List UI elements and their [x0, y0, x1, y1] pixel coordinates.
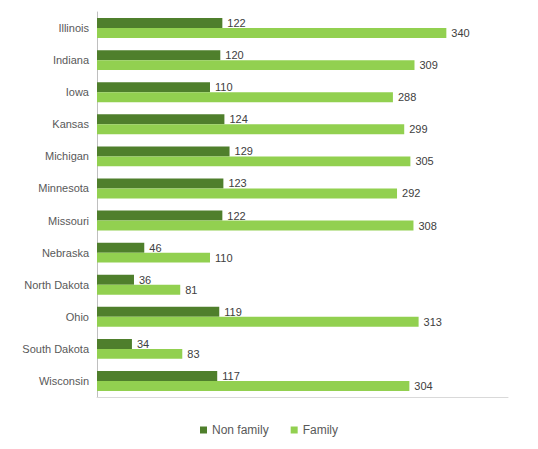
- svg-text:36: 36: [139, 274, 151, 286]
- svg-text:123: 123: [228, 177, 246, 189]
- svg-text:124: 124: [229, 113, 247, 125]
- svg-text:46: 46: [149, 242, 161, 254]
- svg-text:Kansas: Kansas: [52, 118, 89, 130]
- svg-text:Minnesota: Minnesota: [38, 182, 90, 194]
- svg-text:Missouri: Missouri: [48, 215, 89, 227]
- svg-text:117: 117: [222, 370, 240, 382]
- svg-text:299: 299: [409, 123, 427, 135]
- svg-text:Iowa: Iowa: [66, 86, 90, 98]
- svg-text:340: 340: [451, 27, 469, 39]
- svg-text:305: 305: [415, 155, 433, 167]
- svg-text:110: 110: [215, 252, 233, 264]
- svg-text:Michigan: Michigan: [45, 150, 89, 162]
- svg-text:Ohio: Ohio: [66, 311, 89, 323]
- svg-text:309: 309: [419, 59, 437, 71]
- svg-text:81: 81: [185, 284, 197, 296]
- svg-text:Non family: Non family: [212, 423, 269, 437]
- svg-text:Indiana: Indiana: [53, 54, 90, 66]
- svg-text:Nebraska: Nebraska: [42, 247, 90, 259]
- svg-text:34: 34: [137, 338, 149, 350]
- svg-text:313: 313: [424, 316, 442, 328]
- svg-text:110: 110: [215, 81, 233, 93]
- svg-text:304: 304: [414, 380, 432, 392]
- svg-text:Wisconsin: Wisconsin: [39, 375, 89, 387]
- svg-text:83: 83: [187, 348, 199, 360]
- svg-text:North Dakota: North Dakota: [24, 279, 90, 291]
- svg-text:119: 119: [224, 306, 242, 318]
- svg-text:South Dakota: South Dakota: [22, 343, 90, 355]
- svg-text:122: 122: [227, 17, 245, 29]
- svg-text:129: 129: [235, 145, 253, 157]
- svg-text:292: 292: [402, 187, 420, 199]
- svg-text:120: 120: [225, 49, 243, 61]
- svg-text:288: 288: [398, 91, 416, 103]
- svg-text:Illinois: Illinois: [58, 22, 89, 34]
- svg-text:122: 122: [227, 210, 245, 222]
- svg-text:Family: Family: [303, 423, 338, 437]
- svg-text:308: 308: [418, 220, 436, 232]
